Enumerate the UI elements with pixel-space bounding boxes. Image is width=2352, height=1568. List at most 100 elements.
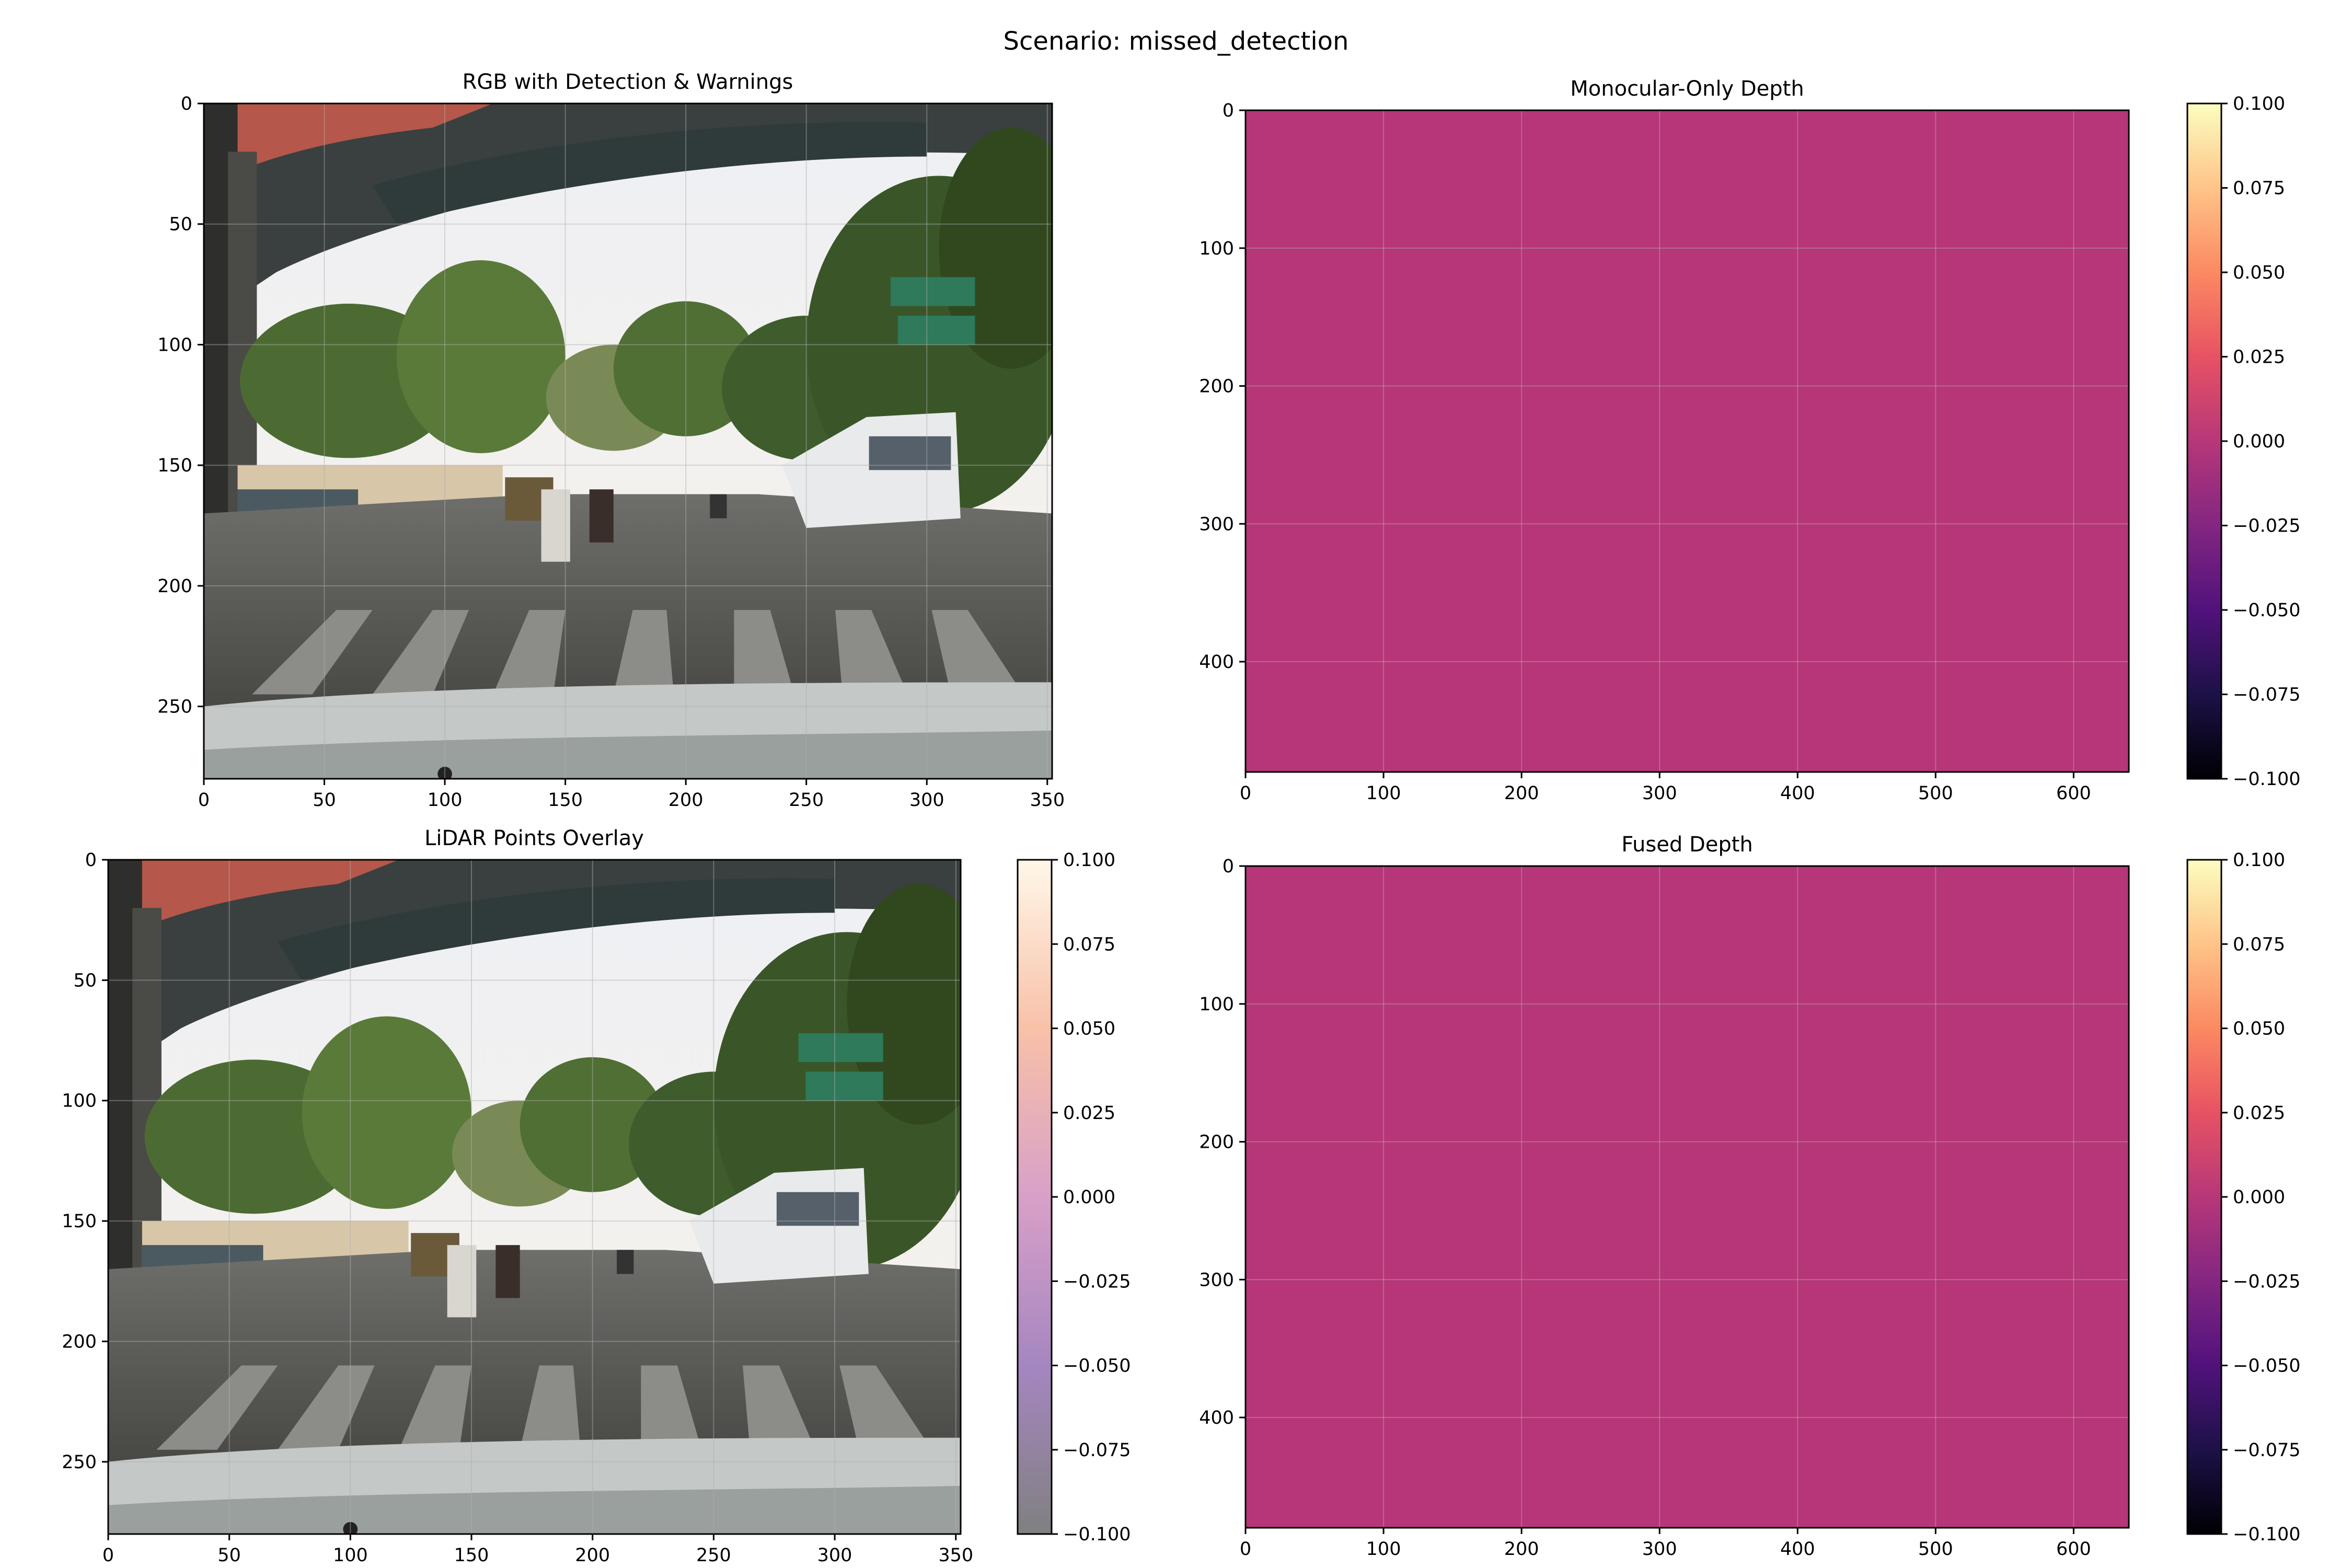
lidar-y-ticks: 0 50 100 150 200 250 — [62, 850, 108, 1473]
colorbar-tick-label: 0.000 — [2233, 1187, 2285, 1208]
x-tick-label: 100 — [1366, 783, 1401, 804]
x-tick-label: 50 — [217, 1545, 241, 1566]
x-tick-label: 250 — [789, 790, 824, 811]
lidar-title: LiDAR Points Overlay — [424, 826, 644, 850]
y-tick-label: 250 — [62, 1452, 97, 1473]
colorbar-tick-label: 0.000 — [2233, 431, 2285, 452]
x-tick-label: 200 — [1504, 783, 1539, 804]
x-tick-label: 100 — [428, 790, 463, 811]
colorbar-tick-label: −0.075 — [2233, 1440, 2301, 1461]
x-tick-label: 200 — [575, 1545, 610, 1566]
fused-depth-heatmap — [1246, 866, 2129, 1528]
x-tick-label: 250 — [696, 1545, 731, 1566]
colorbar-tick-label: −0.100 — [1063, 1524, 1131, 1545]
mono-x-ticks: 0 100 200 300 400 500 600 — [1240, 772, 2091, 804]
colorbar-tick-label: −0.025 — [1063, 1271, 1131, 1292]
x-tick-label: 400 — [1780, 783, 1815, 804]
mono-colorbar — [2186, 102, 2222, 780]
lidar-axes-frame — [107, 859, 962, 1535]
panel-lidar-overlay: LiDAR Points Overlay 0 50 100 150 200 250 300 3… — [62, 826, 1131, 1566]
y-tick-label: 0 — [1223, 100, 1234, 121]
colorbar-tick-label: 0.100 — [2233, 94, 2285, 114]
x-tick-label: 200 — [1504, 1539, 1539, 1560]
x-tick-label: 300 — [909, 790, 944, 811]
x-tick-label: 300 — [1642, 783, 1677, 804]
colorbar-tick-label: −0.025 — [2233, 516, 2301, 537]
x-tick-label: 100 — [1366, 1539, 1401, 1560]
lidar-colorbar — [1017, 859, 1053, 1535]
colorbar-tick-label: −0.050 — [2233, 1356, 2301, 1377]
rgb-y-ticks: 0 50 100 150 200 250 — [157, 94, 204, 718]
x-tick-label: 350 — [1030, 790, 1065, 811]
y-tick-label: 200 — [1199, 376, 1234, 397]
y-tick-label: 200 — [62, 1331, 97, 1352]
y-tick-label: 150 — [62, 1211, 97, 1232]
x-tick-label: 300 — [1642, 1539, 1677, 1560]
y-tick-label: 0 — [1223, 856, 1234, 877]
y-tick-label: 100 — [157, 335, 192, 355]
x-tick-label: 600 — [2056, 1539, 2091, 1560]
x-tick-label: 400 — [1780, 1539, 1815, 1560]
x-tick-label: 200 — [668, 790, 704, 811]
colorbar-tick-label: 0.075 — [1063, 934, 1115, 955]
mono-title: Monocular-Only Depth — [1570, 77, 1804, 101]
x-tick-label: 350 — [938, 1545, 973, 1566]
mono-y-ticks: 0 100 200 300 400 — [1199, 100, 1246, 673]
colorbar-tick-label: −0.100 — [2233, 1524, 2301, 1545]
y-tick-label: 150 — [157, 455, 192, 476]
y-tick-label: 50 — [73, 970, 97, 991]
colorbar-tick-label: −0.025 — [2233, 1271, 2301, 1292]
x-tick-label: 100 — [333, 1545, 368, 1566]
colorbar-tick-label: −0.075 — [1063, 1440, 1131, 1461]
mono-axes-frame — [1244, 109, 2130, 773]
rgb-x-ticks: 0 50 100 150 200 250 300 350 — [198, 779, 1065, 811]
x-tick-label: 150 — [454, 1545, 489, 1566]
fused-axes-frame — [1244, 865, 2130, 1529]
lidar-colorbar-ticks: 0.100 0.075 0.050 0.025 0.000 −0.025 −0.050 −0.… — [1052, 850, 1131, 1545]
fused-colorbar-ticks: 0.100 0.075 0.050 0.025 0.000 −0.025 −0.050 −0.… — [2221, 850, 2301, 1545]
y-tick-label: 100 — [1199, 994, 1234, 1015]
x-tick-label: 300 — [817, 1545, 852, 1566]
colorbar-tick-label: −0.100 — [2233, 769, 2301, 790]
mono-depth-heatmap — [1246, 110, 2129, 772]
lidar-image — [108, 860, 961, 1534]
y-tick-label: 300 — [1199, 514, 1234, 535]
panel-rgb-detection: RGB with Detection & Warnings 0 50 100 150 2… — [157, 70, 1065, 811]
colorbar-tick-label: −0.075 — [2233, 685, 2301, 706]
panel-fused-depth: Fused Depth 0 100 200 300 400 500 600 0 100 200 3… — [1199, 833, 2300, 1560]
x-tick-label: 0 — [1240, 1539, 1251, 1560]
x-tick-label: 0 — [198, 790, 210, 811]
y-tick-label: 400 — [1199, 1408, 1234, 1428]
x-tick-label: 0 — [102, 1545, 114, 1566]
colorbar-tick-label: 0.050 — [2233, 262, 2285, 283]
colorbar-tick-label: 0.025 — [1063, 1103, 1115, 1124]
fused-y-ticks: 0 100 200 300 400 — [1199, 856, 1246, 1428]
y-tick-label: 0 — [85, 850, 97, 871]
y-tick-label: 200 — [1199, 1132, 1234, 1153]
y-tick-label: 100 — [1199, 238, 1234, 259]
colorbar-tick-label: 0.100 — [2233, 850, 2285, 871]
rgb-axes-frame — [203, 102, 1053, 780]
colorbar-tick-label: 0.050 — [1063, 1019, 1115, 1040]
y-tick-label: 300 — [1199, 1270, 1234, 1290]
colorbar-tick-label: 0.000 — [1063, 1187, 1115, 1208]
x-tick-label: 600 — [2056, 783, 2091, 804]
panel-monocular-depth: Monocular-Only Depth 0 100 200 300 400 500 600… — [1199, 77, 2300, 804]
y-tick-label: 200 — [157, 576, 192, 597]
mono-colorbar-ticks: 0.100 0.075 0.050 0.025 0.000 −0.025 −0.050 −0.… — [2221, 94, 2301, 790]
y-tick-label: 100 — [62, 1091, 97, 1112]
colorbar-tick-label: 0.075 — [2233, 178, 2285, 199]
colorbar-tick-label: 0.025 — [2233, 1103, 2285, 1124]
fused-title: Fused Depth — [1621, 833, 1753, 857]
colorbar-tick-label: −0.050 — [1063, 1356, 1131, 1377]
fused-x-ticks: 0 100 200 300 400 500 600 — [1240, 1528, 2091, 1560]
x-tick-label: 0 — [1240, 783, 1251, 804]
colorbar-tick-label: 0.075 — [2233, 934, 2285, 955]
y-tick-label: 0 — [181, 94, 192, 114]
colorbar-tick-label: −0.050 — [2233, 600, 2301, 621]
y-tick-label: 50 — [169, 214, 192, 235]
colorbar-tick-label: 0.025 — [2233, 347, 2285, 368]
x-tick-label: 150 — [548, 790, 583, 811]
lidar-x-ticks: 0 50 100 150 200 250 300 350 — [102, 1534, 973, 1566]
